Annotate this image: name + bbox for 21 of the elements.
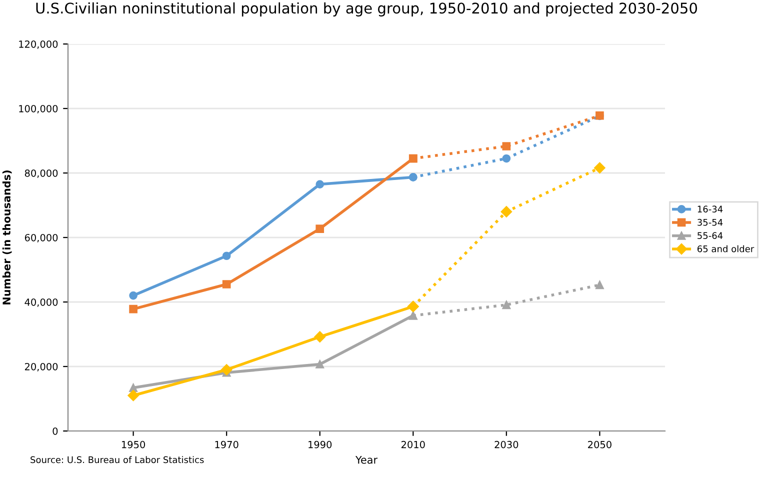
y-tick-label: 60,000 (24, 234, 58, 242)
y-axis-title: Number (in thousands) (2, 170, 12, 304)
y-tick-label: 0 (52, 427, 58, 435)
legend-label: 65 and older (698, 245, 754, 252)
y-tick-label: 120,000 (19, 40, 58, 49)
legend-label: 55-64 (698, 232, 723, 240)
chart-title: U.S.Civilian noninstitutional population by age group, 1950-2010 and projected 2030-2050 (36, 2, 698, 16)
y-tick-label: 20,000 (24, 362, 58, 372)
x-axis-title: Year (355, 456, 378, 464)
y-tick-label: 40,000 (24, 298, 58, 307)
x-tick-label: 1950 (122, 440, 146, 448)
x-tick-label: 1990 (308, 440, 332, 448)
legend-label: 16-34 (698, 206, 723, 213)
x-tick-label: 1970 (215, 440, 238, 448)
x-tick-label: 2030 (494, 440, 518, 448)
x-tick-label: 2050 (588, 440, 612, 448)
source-note: Source: U.S. Bureau of Labor Statistics (30, 456, 204, 464)
legend-label: 35-54 (698, 218, 723, 226)
x-tick-label: 2010 (401, 440, 425, 448)
y-tick-label: 100,000 (19, 104, 58, 114)
y-tick-label: 80,000 (24, 169, 58, 178)
